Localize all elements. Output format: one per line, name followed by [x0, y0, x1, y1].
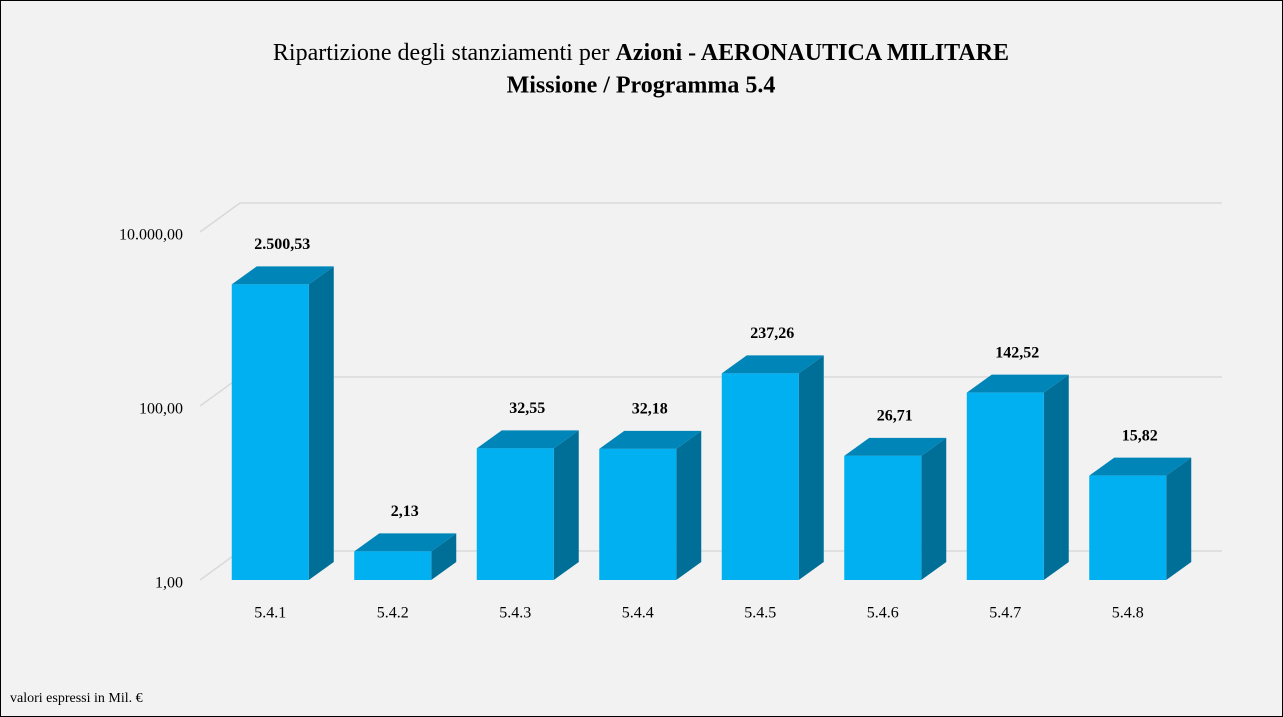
bar: [721, 355, 824, 580]
data-label: 142,52: [995, 344, 1039, 361]
bar-side: [921, 437, 947, 580]
x-tick-label: 5.4.7: [989, 605, 1021, 622]
x-tick-label: 5.4.2: [377, 605, 409, 622]
x-tick-label: 5.4.6: [867, 605, 899, 622]
data-label: 32,18: [632, 401, 668, 418]
x-tick-label: 5.4.1: [254, 605, 286, 622]
title-bold: Azioni - AERONAUTICA MILITARE: [615, 40, 1009, 66]
bar-side: [308, 266, 334, 580]
chart-title: Ripartizione degli stanziamenti per Azio…: [273, 40, 1009, 66]
x-tick-label: 5.4.5: [744, 605, 776, 622]
bar-front: [966, 392, 1044, 580]
y-tick-label: 10.000,00: [119, 227, 183, 244]
data-label: 237,26: [750, 325, 794, 342]
bar-side: [1043, 374, 1069, 580]
bar-side: [1166, 457, 1192, 580]
x-tick-label: 5.4.3: [499, 605, 531, 622]
bar-side: [553, 430, 579, 580]
bar: [476, 430, 579, 580]
grid-line: [199, 202, 1222, 233]
bar-top: [354, 533, 457, 552]
bar-side: [798, 355, 824, 580]
bar-side: [676, 430, 702, 580]
bar-front: [599, 448, 677, 580]
bar-front: [476, 448, 554, 580]
x-tick-label: 5.4.4: [622, 605, 654, 622]
bar: [844, 437, 947, 580]
data-label: 15,82: [1122, 427, 1158, 444]
bar-top: [721, 355, 824, 374]
data-label: 26,71: [877, 408, 913, 425]
data-label: 32,55: [509, 400, 545, 417]
bar-top: [966, 374, 1069, 393]
y-tick-label: 1,00: [155, 575, 183, 592]
bar: [1089, 457, 1192, 580]
bar-front: [231, 284, 309, 580]
y-tick-label: 100,00: [139, 401, 183, 418]
bar-front: [721, 373, 799, 580]
bar-top: [599, 430, 702, 449]
bar-top: [476, 430, 579, 449]
bar-top: [1089, 457, 1192, 476]
bar-front: [844, 455, 922, 580]
data-label: 2.500,53: [254, 236, 310, 253]
bar: [354, 533, 457, 580]
bar: [231, 266, 334, 580]
bar: [966, 374, 1069, 580]
bar-top: [231, 266, 334, 285]
bar-side: [431, 533, 457, 580]
bar-top: [844, 437, 947, 456]
data-label: 2,13: [391, 503, 419, 520]
bar-front: [354, 551, 432, 580]
x-tick-label: 5.4.8: [1112, 605, 1144, 622]
title-text: Ripartizione degli stanziamenti per: [273, 40, 610, 66]
bar-front: [1089, 475, 1167, 580]
bar: [599, 430, 702, 580]
note: valori espressi in Mil. €: [10, 691, 143, 706]
chart-subtitle: Missione / Programma 5.4: [507, 73, 776, 99]
